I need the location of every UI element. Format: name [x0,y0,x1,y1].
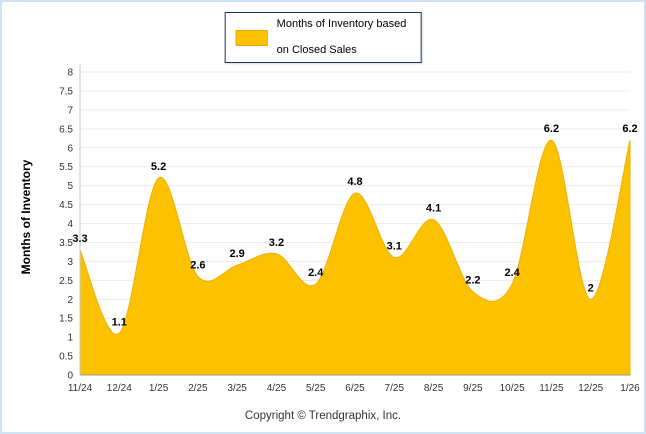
y-tick-label: 1 [67,333,73,344]
x-tick-label: 8/25 [424,383,444,394]
legend-line1: Months of Inventory based [276,18,407,30]
y-tick-label: 7.5 [59,86,73,97]
x-tick-label: 1/25 [149,383,169,394]
point-label: 4.8 [347,176,362,188]
x-tick-label: 11/24 [68,383,93,394]
point-label: 1.1 [112,316,127,328]
point-label: 2 [588,282,594,294]
x-tick-label: 6/25 [345,383,365,394]
y-tick-label: 8 [67,68,73,79]
legend-label: Months of Inventory based on Closed Sale… [277,18,407,57]
y-tick-label: 2 [67,295,73,306]
y-tick-label: 7 [67,105,73,116]
point-label: 2.4 [308,267,324,279]
y-tick-label: 6 [67,143,73,154]
inventory-area-chart: 0 0.5 1 1.5 2 2.5 3 3.5 4 4.5 5 5.5 6 6.5 7 7.5 8 3.3 1.1 5… [59,64,640,394]
legend-line2: on Closed Sales [276,44,357,56]
y-tick-label: 6.5 [59,124,73,135]
x-tick-label: 4/25 [267,383,287,394]
copyright-text: Copyright © Trendgraphix, Inc. [244,410,402,422]
x-tick-label: 5/25 [306,383,326,394]
point-label: 2.4 [504,267,520,279]
x-tick-label: 10/25 [500,383,525,394]
point-label: 3.1 [387,241,402,253]
point-label: 2.9 [229,248,244,260]
y-tick-label: 5.5 [59,162,73,173]
point-label: 3.3 [72,233,87,245]
y-tick-label: 4.5 [59,200,73,211]
y-tick-label: 0.5 [59,352,73,363]
y-tick-label: 4 [67,219,73,230]
point-label: 6.2 [622,123,637,135]
x-tick-label: 9/25 [463,383,483,394]
point-label: 3.2 [269,237,284,249]
point-label: 5.2 [151,161,166,173]
legend: Months of Inventory based on Closed Sale… [224,12,422,63]
inventory-area-series [79,139,631,376]
x-tick-label: 11/25 [539,383,564,394]
y-tick-label: 3 [67,257,73,268]
point-label: 2.6 [190,260,205,272]
point-label: 6.2 [544,123,559,135]
x-tick-label: 3/25 [227,383,247,394]
y-tick-label: 3.5 [59,238,73,249]
y-tick-label: 0 [67,371,73,382]
x-tick-label: 7/25 [385,383,405,394]
x-tick-label: 12/25 [578,383,603,394]
x-tick-label: 2/25 [188,383,208,394]
x-tick-label: 12/24 [107,383,132,394]
point-label: 4.1 [426,203,441,215]
y-tick-label: 5 [67,181,73,192]
legend-swatch-icon [235,29,268,46]
y-tick-label: 2.5 [59,276,73,287]
y-tick-label: 1.5 [59,314,73,325]
point-label: 2.2 [465,275,480,287]
x-tick-label: 1/26 [620,383,640,394]
